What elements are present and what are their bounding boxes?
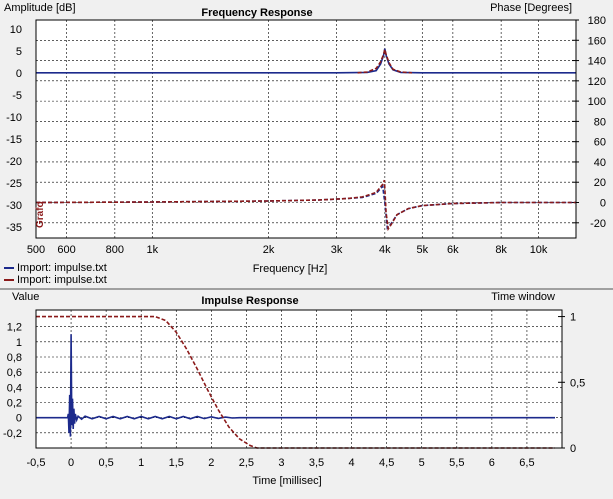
x-tick-label: 10k [530,244,548,256]
x-tick-label: -0,5 [27,457,46,469]
value-tick-label: 0,2 [7,398,22,410]
x-tick-label: 500 [27,244,45,256]
frequency-response-panel: 500 600 800 1k 2k 3k 4k 5k 6k 8k 10k1050-5-10-15-2… [4,2,606,275]
frequency-series [35,48,576,232]
x-tick-label: 1 [138,457,144,469]
phase-tick-label: 40 [594,157,606,169]
x-tick-label: 3,5 [309,457,324,469]
x-tick-label: 4k [379,244,391,256]
x-tick-label: 1k [146,244,158,256]
value-tick-label: -0,2 [3,428,22,440]
value-tick-label: 0,8 [7,352,22,364]
legend-item[interactable]: Import: impulse.txt [4,274,107,286]
x-tick-label: 0,5 [98,457,113,469]
legend-label: Import: impulse.txt [17,274,107,286]
amplitude-tick-label: -15 [6,134,22,146]
x-tick-label: 800 [106,244,124,256]
panel-splitter[interactable] [0,288,613,290]
x-tick-label: 0 [68,457,74,469]
phase-tick-label: 120 [588,76,606,88]
x-tick-label: 2k [263,244,275,256]
amplitude-tick-label: 10 [10,24,22,36]
x-tick-label: 6k [447,244,459,256]
impulse-tick-labels: -0,5 0 0,5 1 1,5 2 2,5 3 3,5 4 4,5 5 5,5 6 6,5 1,2 1 0,8 0… [3,312,585,469]
phase-tick-label: 80 [594,116,606,128]
legend-label: Import: impulse.txt [17,262,107,274]
x-tick-label: 3k [331,244,343,256]
time-x-axis-label: Time [millisec] [252,475,321,487]
x-tick-label: 2,5 [239,457,254,469]
value-tick-label: 1 [16,337,22,349]
legend-swatch-blue [4,267,14,270]
phase-tick-label: 180 [588,15,606,27]
phase-tick-label: 160 [588,35,606,47]
legend-swatch-red [4,279,14,282]
amplitude-tick-label: -30 [6,200,22,212]
x-tick-label: 1,5 [169,457,184,469]
frequency-tick-labels: 500 600 800 1k 2k 3k 4k 5k 6k 8k 10k1050-5-10-15-2… [6,15,606,256]
impulse-response-panel: -0,5 0 0,5 1 1,5 2 2,5 3 3,5 4 4,5 5 5,5 6 6,5 1,2 1 0,8 0… [3,291,585,487]
amplitude-tick-label: -35 [6,222,22,234]
impulse-series-line-0 [36,334,555,437]
impulse-plot-area[interactable] [36,310,562,448]
legend-item[interactable]: Import: impulse.txt [4,262,107,274]
amplitude-tick-label: -20 [6,156,22,168]
amplitude-tick-label: 5 [16,46,22,58]
amplitude-axis-label: Amplitude [dB] [4,2,76,14]
value-axis-label: Value [12,291,39,303]
grafo-vertical-label: Grafo [35,201,46,228]
amplitude-tick-label: -25 [6,178,22,190]
value-tick-label: 0,6 [7,367,22,379]
x-tick-label: 4,5 [379,457,394,469]
window-tick-label: 0,5 [570,377,585,389]
value-tick-label: 0 [16,413,22,425]
frequency-plot-area[interactable] [36,20,576,238]
frequency-plot-border [35,19,577,239]
x-tick-label: 600 [57,244,75,256]
impulse-series-line-1 [36,315,555,449]
impulse-series [36,315,555,449]
amplitude-tick-label: -10 [6,112,22,124]
phase-tick-label: 60 [594,137,606,149]
impulse-plot-border [35,309,563,449]
time-window-axis-label: Time window [491,291,555,303]
amplitude-tick-label: -5 [12,90,22,102]
x-tick-label: 5k [416,244,428,256]
phase-tick-label: 100 [588,96,606,108]
x-tick-label: 3 [278,457,284,469]
impulse-chart-title: Impulse Response [201,295,298,307]
window-tick-label: 1 [570,312,576,324]
phase-tick-label: -20 [590,218,606,230]
x-tick-label: 6,5 [519,457,534,469]
phase-tick-label: 140 [588,56,606,68]
x-tick-label: 5,5 [449,457,464,469]
window-tick-label: 0 [570,443,576,455]
frequency-series-line-3 [35,179,576,232]
phase-tick-label: 20 [594,177,606,189]
frequency-chart-title: Frequency Response [201,7,312,19]
phase-axis-label: Phase [Degrees] [490,2,572,14]
x-tick-label: 4 [349,457,355,469]
value-tick-label: 0,4 [7,382,22,394]
x-tick-label: 5 [419,457,425,469]
x-tick-label: 8k [495,244,507,256]
value-tick-label: 1,2 [7,322,22,334]
phase-tick-label: 0 [600,198,606,210]
amplitude-tick-label: 0 [16,68,22,80]
x-tick-label: 6 [489,457,495,469]
x-tick-label: 2 [208,457,214,469]
frequency-x-axis-label: Frequency [Hz] [253,263,328,275]
